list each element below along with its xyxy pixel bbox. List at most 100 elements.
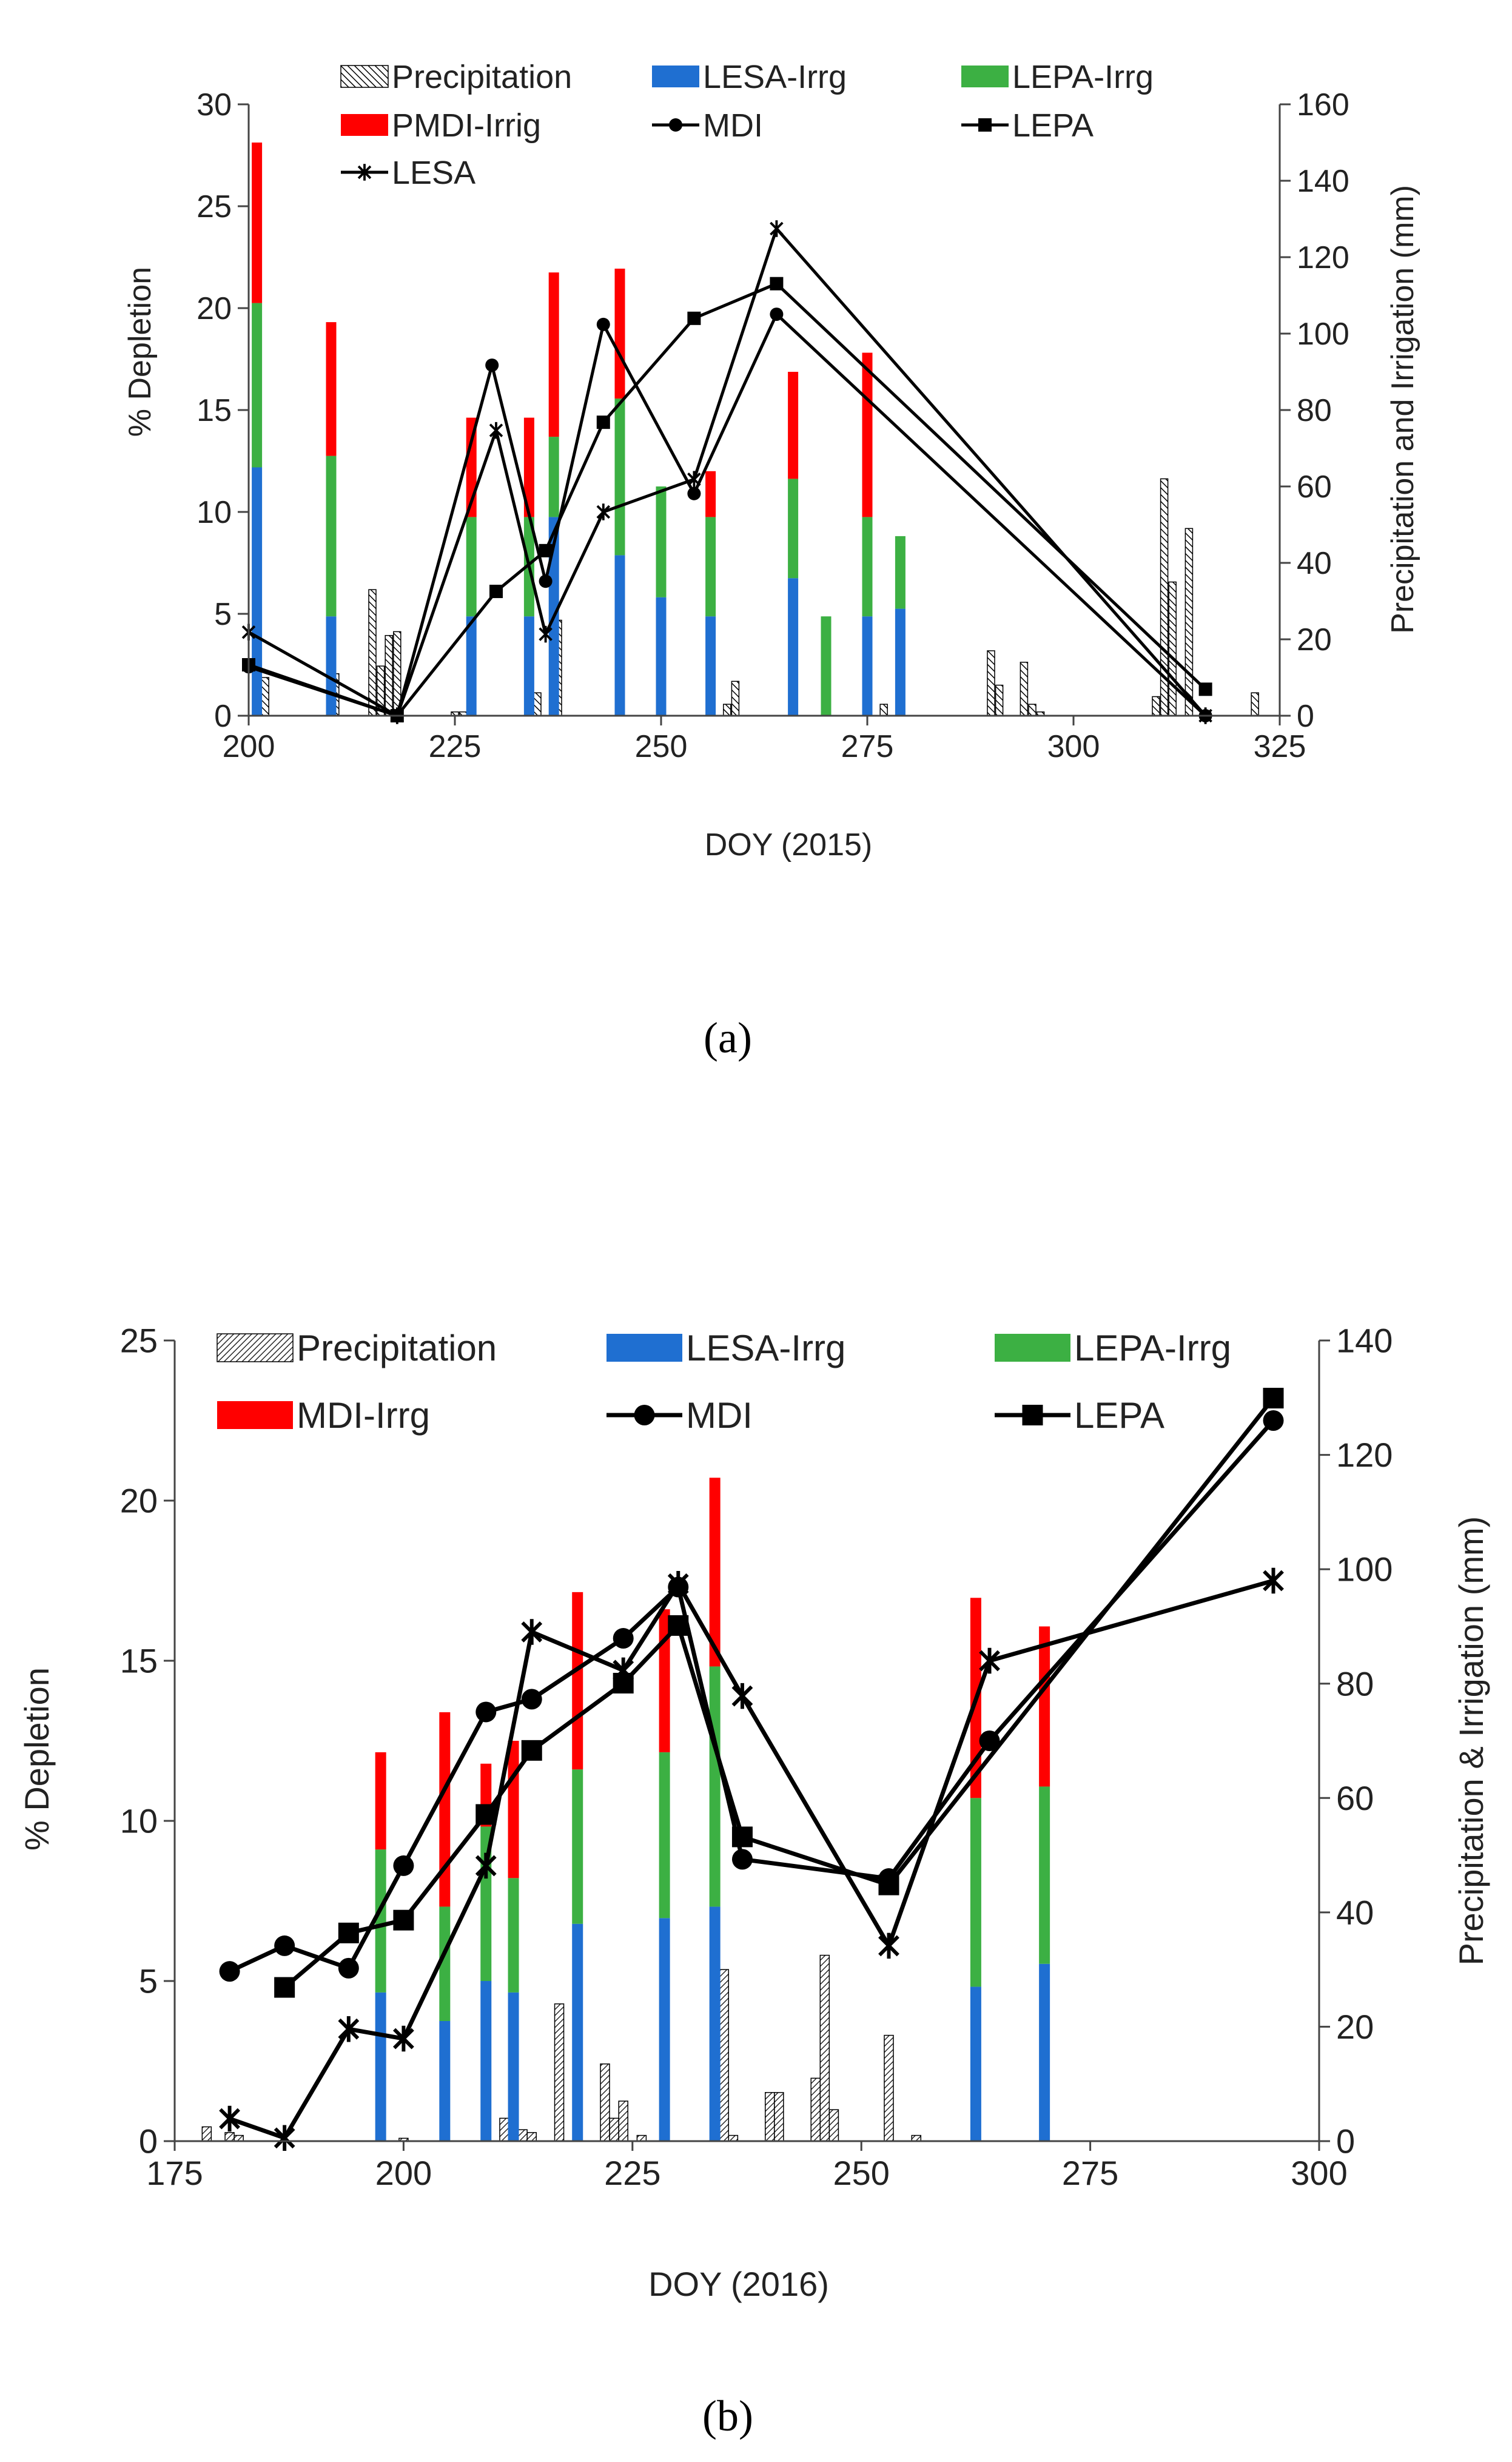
y2-tick-label-60: 60 xyxy=(1297,469,1332,505)
irrigation-bar-11-lepa xyxy=(895,536,906,609)
precipitation-bar-0 xyxy=(201,2126,212,2142)
irrigation-bar-3-lepa xyxy=(508,1878,519,1993)
y2-tick-label-40: 40 xyxy=(1297,546,1332,581)
legend-precipitation-swatch xyxy=(340,65,389,88)
series-point-lepa-5 xyxy=(687,311,701,325)
series-point-mdi-2 xyxy=(338,1957,359,1979)
x-tick-label-225: 225 xyxy=(429,729,482,764)
series-point-lesa-6 xyxy=(770,220,784,237)
precipitation-bar-18 xyxy=(1020,662,1029,716)
series-point-mdi-2 xyxy=(485,358,499,372)
legend-lepa-label: LEPA xyxy=(1012,107,1094,144)
precipitation-bar-14 xyxy=(764,2092,775,2142)
irrigation-bar-8-lesa xyxy=(1039,1963,1050,2141)
legend-precipitation-swatch xyxy=(217,1333,294,1362)
y-tick-label-15: 15 xyxy=(197,393,232,428)
legend-pmdi-irrig-swatch xyxy=(341,114,388,136)
irrigation-bar-6-lesa xyxy=(656,597,667,716)
irrigation-bar-6-lesa xyxy=(709,1906,721,2141)
series-point-mdi-11 xyxy=(1263,1410,1284,1431)
irrigation-bar-1-lepa xyxy=(326,456,337,617)
x-tick-label-250: 250 xyxy=(635,729,688,764)
series-point-mdi-3 xyxy=(539,574,553,588)
y-tick-label-10: 10 xyxy=(197,495,232,530)
y2-tick-label-80: 80 xyxy=(1336,1664,1374,1703)
y-tick-label-10: 10 xyxy=(120,1802,158,1840)
legend-lepa-irrg-swatch xyxy=(961,66,1009,87)
precipitation-bar-5 xyxy=(385,634,393,716)
y2-tick-label-0: 0 xyxy=(1297,699,1314,734)
series-point-lepa-3 xyxy=(539,543,553,557)
series-point-lesa-5 xyxy=(521,1619,543,1645)
legend-precipitation-label: Precipitation xyxy=(297,1328,497,1368)
series-point-mdi-6 xyxy=(770,308,784,321)
irrigation-bar-1-mdi xyxy=(326,322,337,456)
y2-tick-label-20: 20 xyxy=(1297,622,1332,658)
irrigation-bar-2-lesa xyxy=(480,1981,492,2141)
legend-lesa-irrg-swatch xyxy=(606,1334,682,1362)
irrigation-bar-8-lesa xyxy=(788,578,799,716)
panel-b-label: (b) xyxy=(702,2392,753,2440)
x-axis-label: DOY (2016) xyxy=(648,2265,829,2303)
irrigation-bar-0-lepa xyxy=(252,303,263,468)
irrigation-bar-5-lepa xyxy=(659,1752,670,1919)
irrigation-bar-8-mdi xyxy=(1039,1626,1050,1787)
legend-mdi-marker xyxy=(634,1405,655,1425)
irrigation-bar-6-mdi xyxy=(709,1478,721,1667)
y-tick-label-0: 0 xyxy=(139,2122,158,2161)
irrigation-bar-0-lepa xyxy=(375,1849,386,1993)
y-tick-label-20: 20 xyxy=(197,291,232,326)
chart-panel-a: 200 225 250 275 300 3250510152025300204060801… xyxy=(123,59,1420,863)
y-tick-label-5: 5 xyxy=(139,1962,158,2000)
precipitation-bar-19 xyxy=(884,2034,894,2142)
series-point-lepa-6 xyxy=(668,1615,689,1636)
irrigation-bar-6-lepa xyxy=(656,486,667,597)
legend-precipitation-label: Precipitation xyxy=(392,59,572,95)
y2-tick-label-120: 120 xyxy=(1297,240,1349,275)
legend-lesa-label: LESA xyxy=(392,155,475,191)
series-point-mdi-5 xyxy=(521,1689,542,1710)
precipitation-bar-13 xyxy=(731,681,740,716)
y-axis-label: % Depletion xyxy=(123,267,158,437)
irrigation-bar-2-lepa xyxy=(466,517,477,617)
series-line-mdi xyxy=(248,312,1207,718)
legend-mdi-irrg-label: MDI-Irrg xyxy=(297,1395,430,1436)
x-tick-label-200: 200 xyxy=(375,2154,432,2192)
precipitation-bar-5 xyxy=(517,2129,528,2142)
y2-tick-label-60: 60 xyxy=(1336,1779,1374,1817)
y-tick-label-5: 5 xyxy=(214,597,232,632)
precipitation-bar-6 xyxy=(526,2132,537,2142)
series-line-lepa xyxy=(283,1396,1275,1989)
legend-lesa-irrg-swatch xyxy=(652,66,699,87)
precipitation-bar-10 xyxy=(618,2100,628,2142)
series-point-mdi-4 xyxy=(596,317,610,331)
series-line-lesa xyxy=(247,227,1207,718)
irrigation-bar-6-lepa xyxy=(709,1666,721,1907)
legend-lepa-label: LEPA xyxy=(1074,1395,1164,1436)
precipitation-bar-17 xyxy=(819,1954,830,2142)
y2-tick-label-120: 120 xyxy=(1336,1436,1393,1474)
precipitation-bar-4 xyxy=(499,2117,509,2142)
series-point-lesa-0 xyxy=(219,2105,240,2132)
x-axis-label: DOY (2015) xyxy=(705,827,873,863)
series-point-lesa-1 xyxy=(274,2125,295,2151)
series-point-mdi-5 xyxy=(687,486,701,500)
irrigation-bar-7-lesa xyxy=(970,1986,981,2141)
precipitation-bar-8 xyxy=(600,2063,610,2142)
series-point-mdi-1 xyxy=(274,1935,295,1956)
x-tick-label-175: 175 xyxy=(146,2154,203,2192)
legend-lepa-irrg-label: LEPA-Irrg xyxy=(1012,59,1154,95)
irrigation-bar-1-lesa xyxy=(439,2021,451,2141)
irrigation-bar-8-lepa xyxy=(788,479,799,579)
precipitation-bar-1 xyxy=(224,2132,235,2142)
irrigation-bar-4-lesa xyxy=(572,1923,583,2141)
series-line-lepa xyxy=(248,282,1207,718)
precipitation-bar-7 xyxy=(554,2003,565,2142)
legend-lepa-irrg-label: LEPA-Irrg xyxy=(1074,1328,1231,1368)
irrigation-bar-4-mdi xyxy=(572,1592,583,1770)
series-point-mdi-8 xyxy=(731,1849,753,1870)
series-point-lesa-7 xyxy=(667,1571,689,1597)
series-point-lepa-7 xyxy=(1198,682,1212,696)
irrigation-bar-7-mdi xyxy=(705,471,716,517)
